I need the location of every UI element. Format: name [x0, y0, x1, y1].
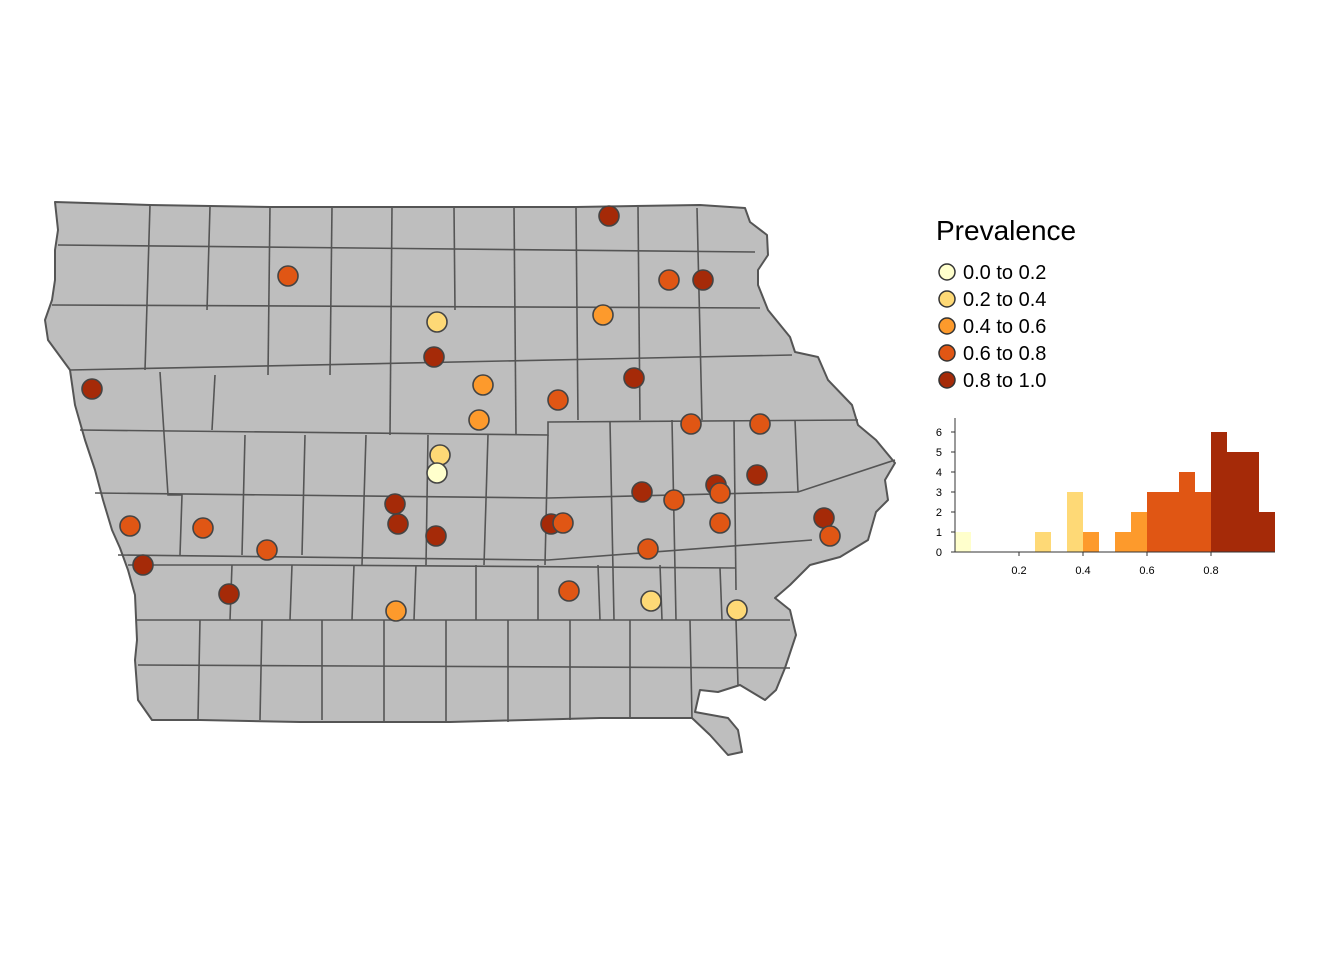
legend-swatch [938, 371, 956, 389]
site-marker [558, 580, 580, 602]
legend-swatch [938, 344, 956, 362]
histogram-bar [1147, 492, 1163, 552]
site-marker [426, 462, 448, 484]
site-marker [277, 265, 299, 287]
site-marker [658, 269, 680, 291]
y-tick-label: 4 [936, 467, 942, 479]
site-marker [746, 464, 768, 486]
legend-label: 0.6 to 0.8 [963, 343, 1046, 365]
site-marker [813, 507, 835, 529]
y-tick-label: 2 [936, 507, 942, 519]
histogram-bar [1035, 532, 1051, 552]
site-marker [192, 517, 214, 539]
site-marker [425, 525, 447, 547]
legend-label: 0.8 to 1.0 [963, 370, 1046, 392]
legend-label: 0.2 to 0.4 [963, 289, 1046, 311]
site-marker [384, 493, 406, 515]
site-marker [132, 554, 154, 576]
site-marker [552, 512, 574, 534]
histogram-bar [1179, 472, 1195, 552]
y-tick-label: 1 [936, 527, 942, 539]
prevalence-histogram: 0 1 2 3 4 5 6 0.2 0.4 0.6 0.8 [936, 418, 1275, 577]
site-marker [119, 515, 141, 537]
site-marker [637, 538, 659, 560]
histogram-bar [1211, 432, 1227, 552]
legend-swatch [938, 317, 956, 335]
site-marker [81, 378, 103, 400]
histogram-bar [1083, 532, 1099, 552]
site-marker [429, 444, 451, 466]
site-marker [680, 413, 702, 435]
site-marker [592, 304, 614, 326]
site-marker [256, 539, 278, 561]
legend-swatch [938, 263, 956, 281]
legend-label: 0.0 to 0.2 [963, 262, 1046, 284]
site-marker [423, 346, 445, 368]
site-marker [218, 583, 240, 605]
histogram-bar [1195, 492, 1211, 552]
histogram-bar [1115, 532, 1131, 552]
histogram-bar [1067, 492, 1083, 552]
x-tick-label: 0.4 [1075, 565, 1090, 577]
histogram-bar [1163, 492, 1179, 552]
y-tick-label: 3 [936, 487, 942, 499]
legend-title: Prevalence [936, 215, 1076, 246]
site-marker [426, 311, 448, 333]
histogram-bar [1259, 512, 1275, 552]
site-marker [623, 367, 645, 389]
histogram-bar [1243, 452, 1259, 552]
site-marker [468, 409, 490, 431]
site-marker [547, 389, 569, 411]
legend-label: 0.4 to 0.6 [963, 316, 1046, 338]
histogram-bar [1131, 512, 1147, 552]
site-marker [472, 374, 494, 396]
site-marker [726, 599, 748, 621]
histogram-bar [1227, 452, 1243, 552]
site-marker [749, 413, 771, 435]
x-tick-label: 0.2 [1011, 565, 1026, 577]
legend-swatch [938, 290, 956, 308]
x-tick-label: 0.6 [1139, 565, 1154, 577]
histogram-bar [955, 532, 971, 552]
site-marker [819, 525, 841, 547]
y-tick-label: 6 [936, 427, 942, 439]
site-marker [640, 590, 662, 612]
site-marker [631, 481, 653, 503]
site-marker [663, 489, 685, 511]
site-marker [709, 482, 731, 504]
site-marker [692, 269, 714, 291]
x-tick-label: 0.8 [1203, 565, 1218, 577]
site-marker [387, 513, 409, 535]
sample-sites [81, 205, 841, 622]
y-tick-label: 0 [936, 547, 942, 559]
y-tick-label: 5 [936, 447, 942, 459]
site-marker [709, 512, 731, 534]
legend: Prevalence 0.0 to 0.2 0.2 to 0.4 0.4 to 0.… [936, 215, 1076, 392]
site-marker [385, 600, 407, 622]
site-marker [598, 205, 620, 227]
state-outline [44, 201, 896, 756]
